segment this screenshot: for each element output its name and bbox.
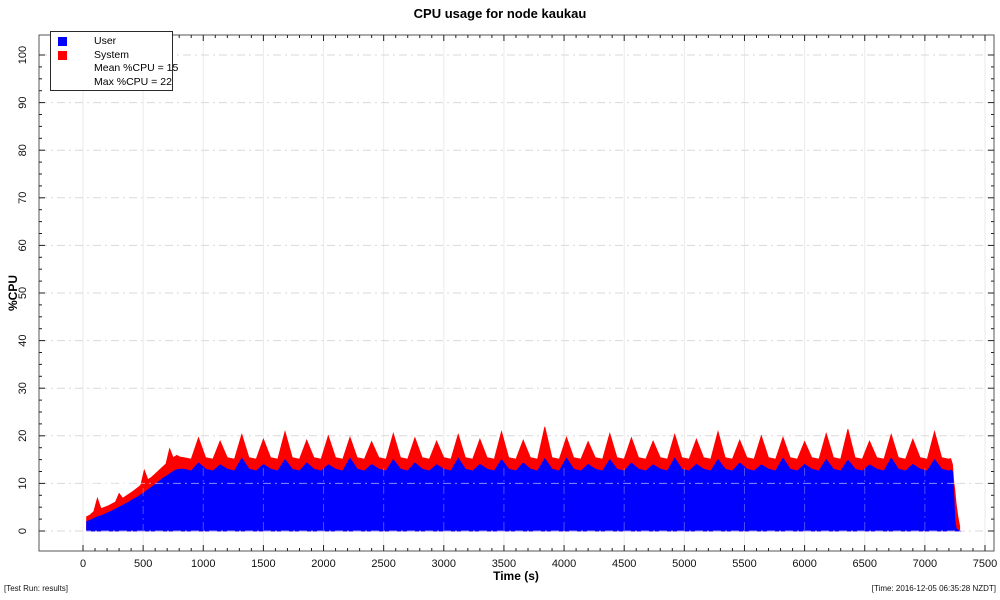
x-tick-label: 6000 xyxy=(792,558,816,570)
x-tick-label: 2000 xyxy=(311,558,335,570)
x-tick-label: 4500 xyxy=(612,558,636,570)
tick-labels: 0 500 1000 1500 2000 2500 3000 3500 4000 4500 5000… xyxy=(17,46,997,570)
y-tick-label: 30 xyxy=(17,382,29,394)
x-tick-label: 500 xyxy=(134,558,152,570)
x-tick-label: 7500 xyxy=(973,558,997,570)
x-tick-label: 1000 xyxy=(191,558,215,570)
mean-cpu-note: Mean %CPU = 15 xyxy=(94,62,179,74)
test-run-caption: [Test Run: results] xyxy=(4,584,69,593)
y-tick-label: 50 xyxy=(17,287,29,299)
legend-note-max: Max %CPU = 22 xyxy=(58,76,172,90)
data-series xyxy=(86,426,962,532)
x-tick-label: 1500 xyxy=(251,558,275,570)
legend-item-system: System xyxy=(58,49,172,63)
x-tick-label: 4000 xyxy=(552,558,576,570)
x-tick-label: 5500 xyxy=(732,558,756,570)
x-tick-label: 7000 xyxy=(913,558,937,570)
max-cpu-note: Max %CPU = 22 xyxy=(94,75,172,88)
y-tick-label: 10 xyxy=(17,477,29,489)
x-tick-label: 3500 xyxy=(492,558,516,570)
system-series-swatch xyxy=(58,50,67,60)
y-tick-label: 0 xyxy=(17,528,29,534)
x-tick-label: 3000 xyxy=(432,558,456,570)
legend: User System Mean %CPU = 15 Max %CPU = 22 xyxy=(50,31,178,91)
legend-item-user: User xyxy=(58,35,172,49)
legend-note-mean: Mean %CPU = 15 xyxy=(58,62,178,76)
timestamp-caption: [Time: 2016-12-05 06:35:28 NZDT] xyxy=(871,584,996,593)
legend-label-system: System xyxy=(94,48,130,61)
grid-over-data xyxy=(83,468,960,532)
user-area xyxy=(86,457,962,532)
y-tick-label: 40 xyxy=(17,334,29,346)
y-tick-label: 100 xyxy=(17,46,29,64)
x-tick-label: 0 xyxy=(80,558,86,570)
y-axis-label: %CPU xyxy=(6,275,20,312)
chart-title: CPU usage for node kaukau xyxy=(413,6,587,21)
axis-ticks xyxy=(39,35,994,551)
y-tick-label: 90 xyxy=(17,96,29,108)
y-tick-label: 70 xyxy=(17,192,29,204)
x-tick-label: 5000 xyxy=(672,558,696,570)
y-tick-label: 80 xyxy=(17,144,29,156)
x-tick-label: 2500 xyxy=(371,558,395,570)
x-tick-label: 6500 xyxy=(852,558,876,570)
user-series-swatch xyxy=(58,37,67,47)
y-tick-label: 20 xyxy=(17,430,29,442)
y-tick-label: 60 xyxy=(17,239,29,251)
x-axis-label: Time (s) xyxy=(493,569,539,583)
legend-label-user: User xyxy=(94,35,117,47)
